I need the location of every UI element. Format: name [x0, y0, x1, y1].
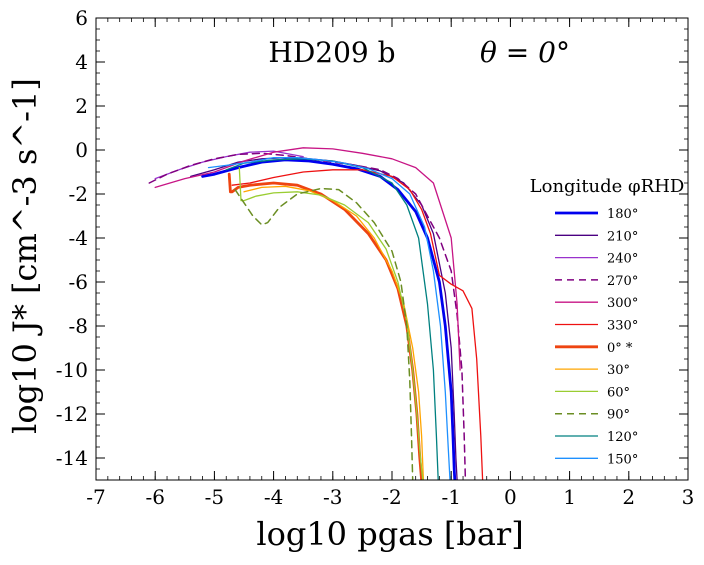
series-line-0	[201, 158, 457, 480]
x-axis-label: log10 pgas [bar]	[256, 515, 523, 553]
legend-label-0: 180°	[607, 207, 638, 222]
x-tick-label: -6	[145, 485, 164, 509]
x-tick-label: 2	[622, 485, 635, 509]
series-line-2	[154, 150, 304, 180]
x-tick-label: 1	[563, 485, 576, 509]
y-tick-label: -12	[56, 402, 88, 426]
series-layer	[148, 147, 484, 480]
x-tick-label: -1	[441, 485, 460, 509]
legend-title: Longitude φRHD	[530, 176, 685, 197]
series-line-1	[190, 157, 458, 480]
legend-label-9: 90°	[607, 408, 630, 423]
series-line-7	[243, 185, 425, 480]
series-line-4	[154, 147, 461, 371]
legend-label-5: 330°	[607, 319, 638, 334]
legend-label-6: 0° *	[607, 341, 633, 356]
legend-label-8: 60°	[607, 385, 630, 400]
legend-label-1: 210°	[607, 229, 638, 244]
x-tick-label: -2	[382, 485, 401, 509]
y-tick-label: -14	[56, 446, 88, 470]
series-line-5	[231, 169, 484, 480]
y-tick-label: -8	[69, 314, 88, 338]
y-tick-label: 2	[75, 94, 88, 118]
y-axis-label: log10 J* [cm^-3 s^-1]	[6, 78, 44, 434]
y-tick-label: -2	[69, 182, 88, 206]
legend-label-10: 120°	[607, 430, 638, 445]
y-tick-label: 0	[75, 138, 88, 162]
major-ticks	[95, 17, 689, 480]
series-line-11	[207, 157, 451, 480]
series-line-8	[238, 166, 424, 480]
x-tick-label: 0	[504, 485, 517, 509]
y-tick-label: -10	[56, 358, 88, 382]
x-tick-label: -5	[205, 485, 224, 509]
chart-title: HD209 b	[268, 36, 395, 69]
x-tick-label: -4	[264, 485, 283, 509]
y-tick-label: 4	[75, 50, 88, 74]
series-line-9	[234, 187, 414, 480]
x-tick-label: -7	[86, 485, 105, 509]
y-tick-label: 6	[75, 6, 88, 30]
legend-label-7: 30°	[607, 363, 630, 378]
series-line-3	[148, 152, 467, 480]
series-line-10	[225, 158, 439, 480]
legend: Longitude φRHD 180° 210° 240° 270° 300° 330° 0…	[530, 176, 685, 467]
chart-title-angle: θ = 0°	[480, 36, 570, 69]
y-tick-label: -6	[69, 270, 88, 294]
legend-label-11: 150°	[607, 452, 638, 467]
minor-ticks	[95, 17, 689, 481]
plot-frame	[95, 17, 689, 481]
legend-label-2: 240°	[607, 252, 638, 267]
y-tick-label: -4	[69, 226, 88, 250]
x-tick-label: 3	[682, 485, 695, 509]
x-tick-label: -3	[323, 485, 342, 509]
legend-label-3: 270°	[607, 274, 638, 289]
legend-label-4: 300°	[607, 296, 638, 311]
